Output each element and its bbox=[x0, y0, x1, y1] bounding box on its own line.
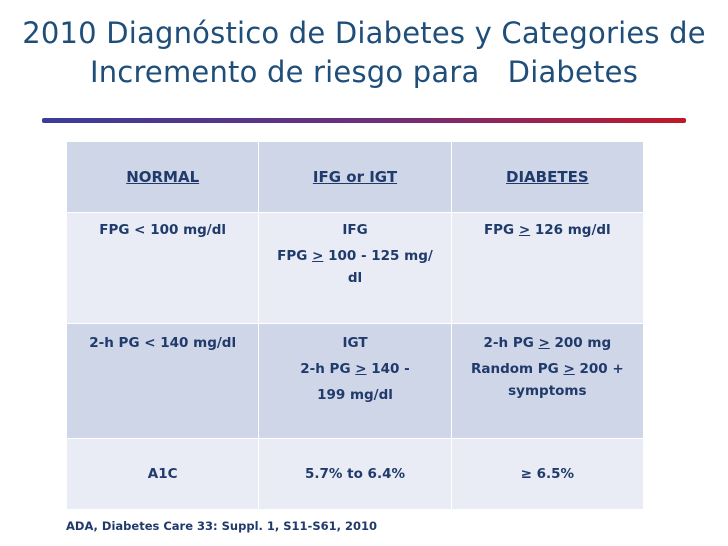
table-header-row: NORMAL IFG or IGT DIABETES bbox=[65, 141, 645, 213]
cell-2h-diabetes: 2-h PG > 200 mg Random PG > 200 + sympto… bbox=[450, 323, 645, 439]
slide-title-line-2: Incremento de riesgo para Diabetes bbox=[89, 55, 639, 89]
diagnosis-table: NORMAL IFG or IGT DIABETES FPG < 100 mg/… bbox=[65, 141, 645, 510]
slide-title-line-1: 2010 Diagnóstico de Diabetes y Categorie… bbox=[22, 16, 706, 50]
diabetes-symptoms-line: symptoms bbox=[508, 383, 587, 399]
igt-range: 2-h PG > 140 - bbox=[300, 361, 410, 377]
header-ifg-igt: IFG or IGT bbox=[258, 141, 452, 213]
igt-label: IGT bbox=[342, 335, 368, 351]
source-citation: ADA, Diabetes Care 33: Suppl. 1, S11-S61… bbox=[66, 519, 377, 533]
diabetes-2h-line: 2-h PG > 200 mg bbox=[483, 335, 612, 351]
title-divider bbox=[42, 118, 686, 123]
diabetes-random-line: Random PG > 200 + bbox=[470, 361, 624, 377]
table-row-2h-pg: 2-h PG < 140 mg/dl IGT 2-h PG > 140 - 19… bbox=[65, 323, 645, 439]
cell-a1c-diabetes: ≥ 6.5% bbox=[450, 438, 645, 510]
cell-a1c-risk: 5.7% to 6.4% bbox=[258, 438, 452, 510]
header-diabetes: DIABETES bbox=[450, 141, 645, 213]
cell-2h-normal: 2-h PG < 140 mg/dl bbox=[65, 323, 260, 439]
cell-2h-igt: IGT 2-h PG > 140 - 199 mg/dl bbox=[258, 323, 452, 439]
ifg-range-unit: dl bbox=[347, 270, 363, 286]
header-normal: NORMAL bbox=[65, 141, 260, 213]
cell-a1c-label: A1C bbox=[65, 438, 260, 510]
igt-range-tail: 199 mg/dl bbox=[317, 387, 393, 403]
cell-fpg-ifg: IFG FPG > 100 - 125 mg/ dl bbox=[258, 212, 452, 324]
cell-fpg-diabetes: FPG > 126 mg/dl bbox=[450, 212, 645, 324]
slide-title: 2010 Diagnóstico de Diabetes y Categorie… bbox=[0, 14, 728, 92]
table-row-fpg: FPG < 100 mg/dl IFG FPG > 100 - 125 mg/ … bbox=[65, 212, 645, 324]
cell-fpg-normal: FPG < 100 mg/dl bbox=[65, 212, 260, 324]
ifg-label: IFG bbox=[342, 222, 368, 238]
ifg-range: FPG > 100 - 125 mg/ bbox=[277, 248, 433, 264]
table-row-a1c: A1C 5.7% to 6.4% ≥ 6.5% bbox=[65, 438, 645, 510]
